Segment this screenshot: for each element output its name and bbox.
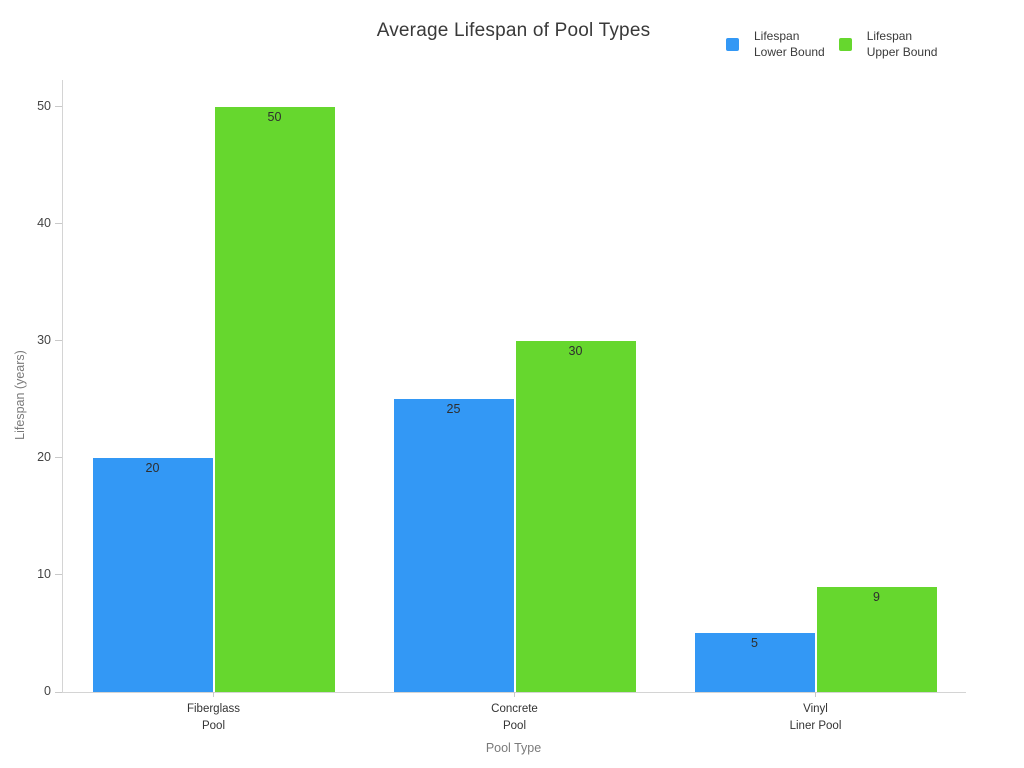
legend-label: Lifespan Lower Bound (754, 29, 825, 59)
bar-value-label: 25 (446, 402, 461, 417)
bar-value-label: 9 (873, 589, 880, 604)
y-tick-mark (55, 106, 62, 108)
y-tick-mark (55, 574, 62, 576)
bar[interactable]: 30 (515, 340, 636, 692)
legend: Lifespan Lower Bound Lifespan Upper Bound (726, 29, 937, 60)
bar-value-label: 20 (145, 460, 160, 475)
y-tick-label: 30 (37, 332, 51, 347)
bar-value-label: 30 (568, 343, 583, 358)
y-tick-label: 50 (37, 98, 51, 113)
y-tick-label: 0 (44, 684, 51, 698)
legend-label: Lifespan Upper Bound (866, 29, 938, 59)
x-tick-mark (815, 692, 816, 697)
legend-swatch-icon (726, 38, 739, 51)
category-label: Fiberglass Pool (186, 703, 241, 732)
bar[interactable]: 20 (92, 457, 213, 692)
y-tick-mark (55, 691, 62, 693)
plot-area: 0 10 20 30 40 50 Fiberglass Pool 20 50 Concrete P… (37, 80, 966, 732)
y-tick-mark (55, 223, 62, 225)
y-tick-mark (55, 340, 62, 342)
legend-item[interactable]: Lifespan Lower Bound (726, 29, 825, 60)
chart-title: Average Lifespan of Pool Types (376, 20, 651, 41)
category-label: Concrete Pool (491, 703, 538, 732)
x-tick-mark (514, 692, 515, 697)
legend-item[interactable]: Lifespan Upper Bound (838, 29, 938, 60)
y-tick-label: 40 (37, 215, 51, 230)
bar[interactable]: 5 (694, 633, 815, 692)
bar[interactable]: 9 (816, 586, 937, 692)
x-tick-mark (213, 692, 214, 697)
legend-swatch-icon (838, 38, 852, 51)
y-axis-title: Lifespan (years) (13, 350, 27, 440)
category-label: Vinyl Liner Pool (789, 703, 842, 732)
y-tick-mark (55, 457, 62, 459)
bar[interactable]: 50 (214, 106, 335, 692)
bar-value-label: 5 (751, 636, 758, 651)
x-axis-title: Pool Type (485, 741, 542, 755)
y-tick-label: 20 (37, 449, 51, 464)
bar[interactable]: 25 (393, 399, 514, 692)
y-tick-label: 10 (37, 566, 51, 581)
bar-value-label: 50 (267, 109, 282, 124)
